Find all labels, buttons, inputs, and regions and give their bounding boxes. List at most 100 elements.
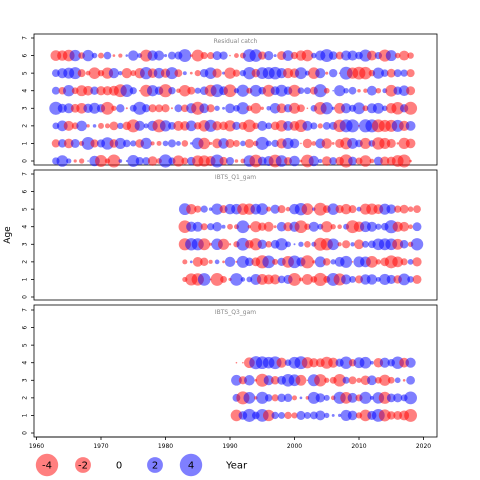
residual-bubble (214, 105, 220, 111)
residual-bubble (77, 69, 86, 78)
residual-bubble (353, 102, 365, 115)
residual-bubble (315, 410, 326, 421)
residual-bubble (399, 240, 409, 249)
residual-bubble (391, 102, 404, 115)
residual-bubble (127, 155, 140, 167)
residual-bubble (313, 84, 327, 98)
residual-bubble (217, 238, 230, 250)
residual-bubble (277, 205, 286, 214)
residual-bubble (321, 138, 332, 149)
residual-bubble (244, 375, 255, 386)
residual-bubble (370, 360, 374, 365)
residual-bubble (303, 87, 311, 95)
residual-bubble (407, 52, 414, 59)
residual-bubble (356, 377, 362, 383)
y-tick-label: 5 (22, 343, 29, 347)
residual-bubble (410, 238, 424, 251)
residual-bubble (83, 85, 93, 96)
residual-bubble (275, 155, 288, 167)
residual-bubble (327, 238, 340, 251)
residual-bubble (275, 84, 288, 97)
residual-bubble (240, 140, 246, 147)
y-tick-label: 7 (22, 308, 29, 312)
residual-bubble (405, 138, 416, 149)
residual-bubble (242, 361, 244, 364)
residual-bubble (263, 375, 274, 386)
residual-bubble (359, 66, 372, 80)
y-tick-label: 6 (22, 325, 29, 329)
y-tick-label: 3 (22, 378, 29, 382)
residual-bubble (318, 158, 323, 164)
y-tick-label: 5 (22, 207, 29, 211)
residual-bubble (413, 205, 421, 214)
residual-bubble (303, 411, 311, 419)
x-tick-label: 2020 (416, 443, 431, 450)
residual-bubble (118, 53, 123, 58)
residual-bubble (349, 276, 356, 283)
residual-bubble (200, 52, 208, 60)
residual-bubble (386, 393, 396, 403)
residual-bubble (366, 50, 377, 61)
legend-bubble (147, 457, 163, 473)
residual-bubble (207, 223, 215, 231)
residual-bubble (378, 391, 391, 404)
residual-bubble (194, 70, 201, 77)
residual-bubble (347, 50, 358, 61)
residual-bubble (386, 204, 397, 214)
residual-bubble (409, 159, 412, 163)
residual-bubble (111, 105, 117, 111)
residual-bubble (366, 274, 378, 285)
residual-bubble (233, 140, 240, 147)
y-tick-label: 5 (22, 71, 29, 75)
residual-bubble (304, 241, 311, 248)
residual-bubble (219, 51, 228, 60)
residual-bubble (179, 84, 191, 97)
residual-bubble (412, 257, 422, 267)
residual-bubble (210, 154, 224, 168)
residual-bubble (366, 85, 377, 96)
residual-bubble (56, 155, 69, 167)
residual-bubble (130, 140, 137, 147)
residual-bubble (250, 221, 262, 233)
residual-bubble (347, 138, 358, 149)
residual-bubble (189, 260, 193, 264)
residual-bubble (289, 138, 300, 149)
residual-bubble (118, 159, 123, 163)
residual-bubble (285, 206, 291, 212)
residual-bubble (293, 243, 296, 246)
residual-bubble (226, 157, 234, 165)
residual-bubble (315, 68, 326, 79)
residual-bubble (150, 141, 155, 146)
residual-bubble (330, 259, 336, 265)
residual-bubble (348, 376, 357, 385)
residual-bubble (311, 141, 317, 146)
residual-bubble (348, 205, 357, 214)
x-tick-label: 1990 (222, 443, 237, 450)
residual-bubble (313, 202, 327, 216)
residual-bubble (337, 224, 342, 230)
residual-bubble (69, 49, 81, 62)
residual-bubble (407, 276, 414, 283)
residual-bubble (222, 260, 225, 264)
residual-bubble (299, 277, 303, 282)
y-tick-label: 2 (22, 124, 29, 128)
residual-bubble (331, 413, 335, 417)
residual-bubble (260, 106, 264, 110)
residual-bubble (262, 409, 275, 422)
x-tick-label: 1970 (93, 443, 108, 450)
residual-bubble (347, 410, 358, 421)
residual-bubble (331, 106, 335, 110)
legend-label: -2 (78, 461, 88, 472)
residual-bubble (283, 393, 293, 403)
residual-bubble (194, 205, 202, 213)
residual-bubble (249, 84, 262, 97)
residual-bubble (121, 68, 132, 79)
residual-bubble (297, 87, 305, 95)
residual-bubble (91, 52, 98, 59)
residual-bubble (147, 156, 158, 166)
residual-bubble (209, 141, 213, 146)
residual-bubble (192, 256, 203, 267)
residual-bubble (158, 84, 173, 98)
residual-bubble (190, 142, 193, 145)
residual-bubble (406, 375, 415, 385)
